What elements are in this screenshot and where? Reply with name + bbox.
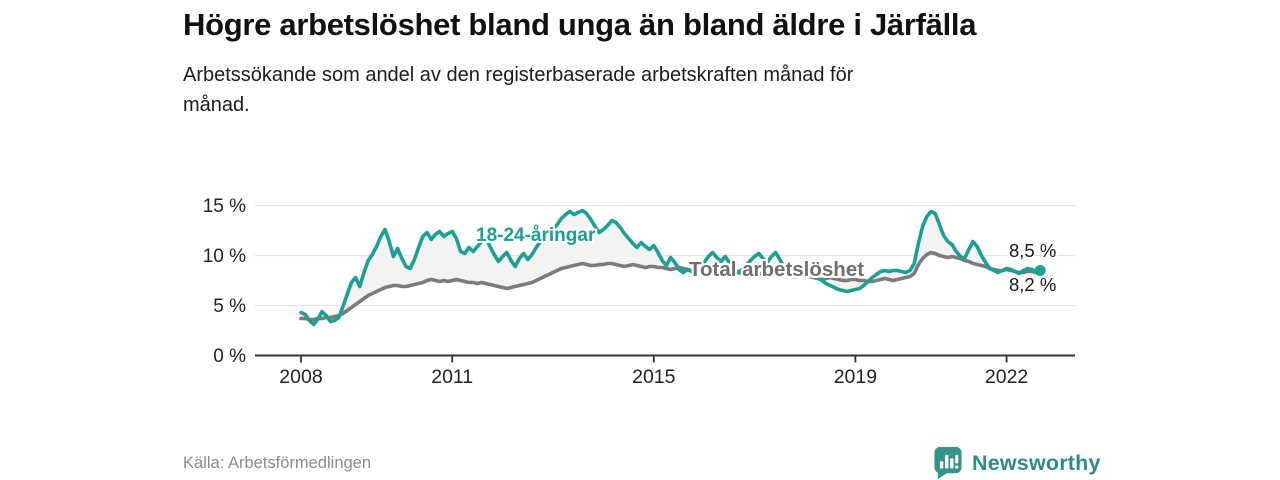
y-axis-tick-label: 15 % [202,195,246,217]
end-value-label-young: 8,5 % [1009,240,1057,261]
y-axis-tick-label: 5 % [213,295,246,317]
x-axis-tick-label: 2008 [279,366,323,388]
chart-subtitle: Arbetssökande som andel av den registerb… [183,63,854,116]
line-young [299,208,1042,327]
end-value-label-total: 8,2 % [1009,274,1057,295]
brand-wordmark: Newsworthy [972,450,1101,475]
end-point-marker [1034,265,1046,276]
page-title: Högre arbetslöshet bland unga än bland ä… [183,7,977,42]
newsworthy-logo: Newsworthy [933,446,1101,480]
y-axis-tick-label: 10 % [202,245,246,267]
newsworthy-logo-icon [934,446,962,480]
series-label-young: 18-24-åringar [476,225,596,246]
chart-header: Högre arbetslöshet bland unga än bland ä… [183,4,1093,120]
x-axis-tick-label: 2022 [984,366,1029,388]
line-total [299,250,1042,322]
series-label-total: Total arbetslöshet [689,258,865,281]
x-axis-tick-label: 2011 [431,366,474,388]
y-axis-tick-label: 0 % [213,345,246,367]
x-axis-tick-label: 2019 [833,366,878,388]
source-note: Källa: Arbetsförmedlingen [183,454,372,472]
x-axis-tick-label: 2015 [632,366,676,388]
